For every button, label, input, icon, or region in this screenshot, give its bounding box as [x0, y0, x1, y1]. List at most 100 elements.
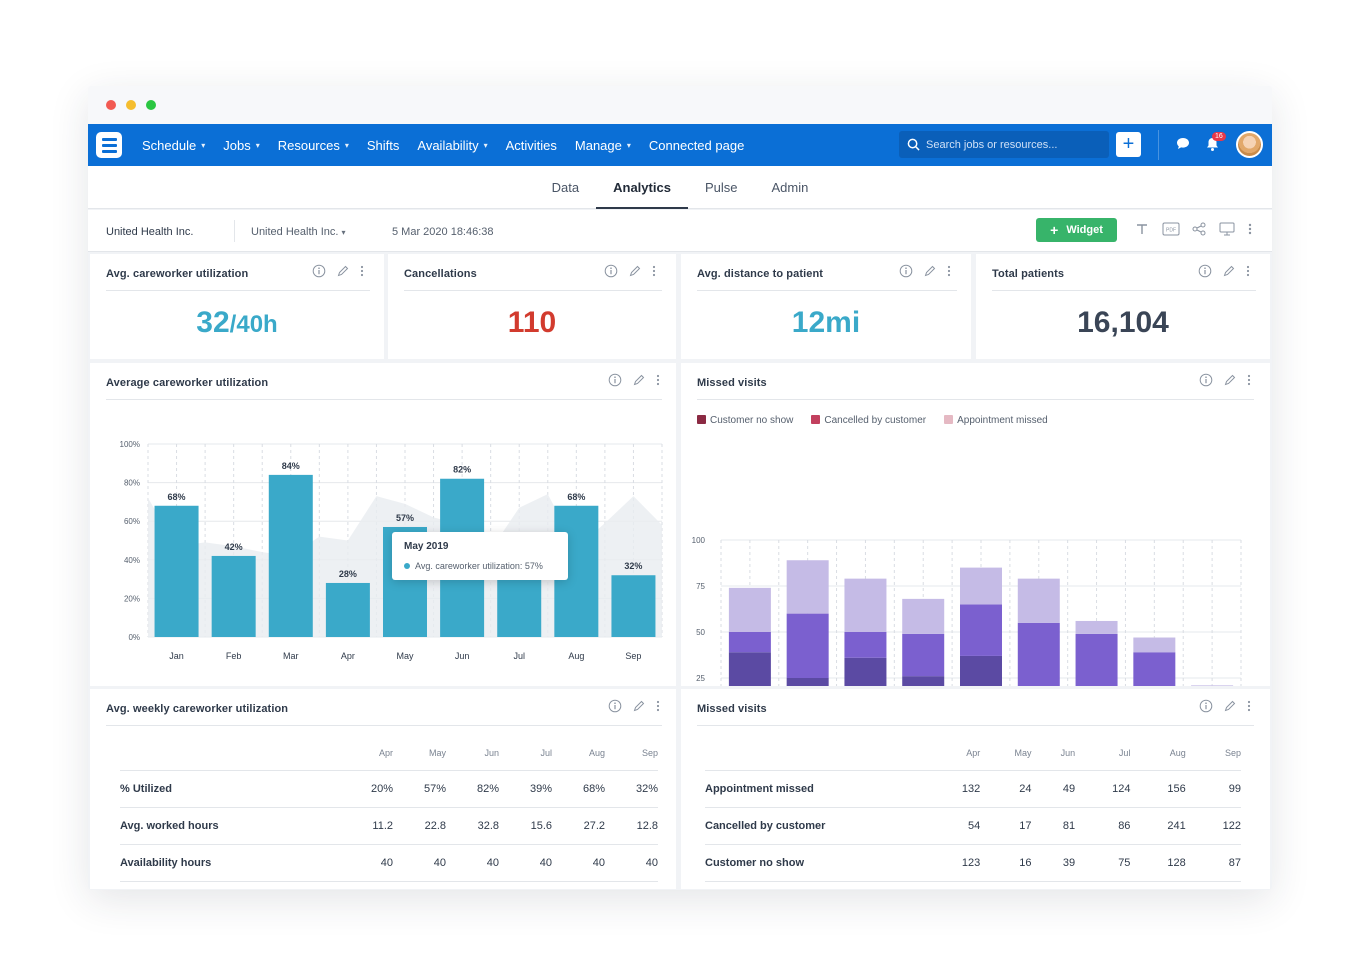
nav-item-shifts[interactable]: Shifts: [367, 138, 400, 153]
info-icon[interactable]: [1199, 373, 1213, 387]
legend-item-appointment-missed[interactable]: Appointment missed: [944, 415, 1048, 426]
nav-item-manage[interactable]: Manage ▾: [575, 138, 631, 153]
organization-select[interactable]: United Health Inc. ▾: [251, 226, 346, 238]
bar-segment-customer-no-show[interactable]: [728, 652, 771, 686]
share-icon[interactable]: [1192, 222, 1206, 236]
info-icon[interactable]: [604, 264, 618, 278]
y-tick-label: 80%: [124, 479, 140, 488]
tab-data[interactable]: Data: [551, 179, 580, 195]
table-cell: 39: [1031, 843, 1076, 882]
bar-jan[interactable]: [154, 505, 199, 637]
bar-segment-customer-no-show[interactable]: [960, 655, 1002, 686]
table-row: Availability hours 40 40 40 40 40 40: [120, 843, 658, 882]
edit-icon[interactable]: [628, 264, 642, 278]
edit-icon[interactable]: [1222, 264, 1236, 278]
chat-icon[interactable]: [1175, 136, 1191, 152]
card-divider: [697, 725, 1254, 726]
more-options-icon[interactable]: [360, 264, 364, 278]
bar-segment-customer-no-show[interactable]: [844, 657, 887, 686]
bar-feb[interactable]: [211, 555, 256, 637]
kpi-number: 32: [196, 306, 230, 339]
more-options-icon[interactable]: [947, 264, 951, 278]
info-icon[interactable]: [608, 373, 622, 387]
edit-icon[interactable]: [632, 373, 646, 387]
kpi-value: 12mi: [681, 306, 971, 340]
edit-icon[interactable]: [632, 699, 646, 713]
chart-legend: Customer no show Cancelled by customer App…: [697, 415, 1048, 426]
bar-segment-appointment-missed[interactable]: [728, 587, 771, 632]
bar-segment-cancelled-by-customer[interactable]: [1133, 652, 1176, 686]
bar-apr[interactable]: [325, 582, 370, 637]
bar-segment-cancelled-by-customer[interactable]: [786, 613, 829, 678]
tab-pulse[interactable]: Pulse: [704, 179, 738, 195]
close-window-button[interactable]: [106, 100, 116, 110]
pdf-icon[interactable]: PDF: [1162, 222, 1180, 236]
info-icon[interactable]: [608, 699, 622, 713]
nav-item-resources[interactable]: Resources ▾: [278, 138, 349, 153]
tab-analytics[interactable]: Analytics: [596, 166, 688, 209]
more-options-icon[interactable]: [652, 264, 656, 278]
edit-icon[interactable]: [923, 264, 937, 278]
text-icon[interactable]: [1135, 222, 1149, 236]
add-button[interactable]: +: [1116, 132, 1141, 157]
bar-segment-cancelled-by-customer[interactable]: [960, 604, 1002, 656]
table-cell: 11.2: [340, 806, 393, 844]
bar-segment-customer-no-show[interactable]: [786, 678, 829, 686]
bar-segment-cancelled-by-customer[interactable]: [1075, 633, 1118, 686]
info-icon[interactable]: [1198, 264, 1212, 278]
more-options-icon[interactable]: [1247, 373, 1251, 387]
more-options-icon[interactable]: [1246, 264, 1250, 278]
utilization-chart-card: Average careworker utilization 0% 20% 40% 6…: [90, 363, 676, 686]
bar-sep[interactable]: [611, 575, 656, 637]
nav-item-schedule[interactable]: Schedule ▾: [142, 138, 205, 153]
top-navbar: Schedule ▾ Jobs ▾ Resources ▾ Shifts Availabili…: [88, 124, 1272, 166]
add-widget-label: Widget: [1066, 224, 1103, 236]
monitor-icon[interactable]: [1219, 222, 1235, 236]
nav-item-activities[interactable]: Activities: [506, 138, 557, 153]
bar-mar[interactable]: [268, 474, 313, 637]
minimize-window-button[interactable]: [126, 100, 136, 110]
nav-item-availability[interactable]: Availability ▾: [417, 138, 487, 153]
bar-segment-appointment-missed[interactable]: [960, 567, 1002, 605]
bar-segment-cancelled-by-customer[interactable]: [728, 632, 771, 653]
bar-segment-appointment-missed[interactable]: [1191, 685, 1234, 686]
info-icon[interactable]: [312, 264, 326, 278]
table-cell: 122: [1185, 806, 1241, 844]
more-options-icon[interactable]: [656, 373, 660, 387]
legend-swatch: [811, 415, 821, 424]
bar-segment-appointment-missed[interactable]: [902, 598, 945, 634]
more-options-icon[interactable]: [1247, 699, 1251, 713]
edit-icon[interactable]: [336, 264, 350, 278]
edit-icon[interactable]: [1223, 373, 1237, 387]
bar-segment-cancelled-by-customer[interactable]: [902, 633, 945, 677]
tab-admin[interactable]: Admin: [771, 179, 809, 195]
card-actions: [312, 264, 364, 278]
table-row: % Utilized 20% 57% 82% 39% 68% 32%: [120, 769, 658, 807]
legend-item-customer-no-show[interactable]: Customer no show: [697, 415, 793, 426]
info-icon[interactable]: [1199, 699, 1213, 713]
nav-item-connected-page[interactable]: Connected page: [649, 138, 744, 153]
search-box[interactable]: [899, 131, 1109, 158]
bar-segment-appointment-missed[interactable]: [786, 560, 829, 614]
table-cell: 99: [1185, 769, 1241, 807]
info-icon[interactable]: [899, 264, 913, 278]
more-options-icon[interactable]: [1248, 222, 1252, 236]
user-avatar[interactable]: [1236, 131, 1263, 158]
search-icon: [907, 138, 920, 151]
bar-segment-appointment-missed[interactable]: [1133, 637, 1176, 653]
table-row: Cancelled by customer 54 17 81 86 241 122: [705, 806, 1241, 844]
app-logo-icon[interactable]: [96, 132, 122, 158]
legend-item-cancelled-by-customer[interactable]: Cancelled by customer: [811, 415, 926, 426]
bar-segment-cancelled-by-customer[interactable]: [844, 632, 887, 658]
more-options-icon[interactable]: [656, 699, 660, 713]
bar-segment-customer-no-show[interactable]: [902, 676, 945, 686]
bar-segment-appointment-missed[interactable]: [844, 578, 887, 632]
bar-segment-appointment-missed[interactable]: [1075, 620, 1118, 634]
bar-segment-appointment-missed[interactable]: [1017, 578, 1060, 623]
add-widget-button[interactable]: + Widget: [1036, 218, 1117, 242]
edit-icon[interactable]: [1223, 699, 1237, 713]
nav-item-jobs[interactable]: Jobs ▾: [223, 138, 259, 153]
search-input[interactable]: [926, 138, 1096, 151]
bar-segment-cancelled-by-customer[interactable]: [1017, 622, 1060, 686]
maximize-window-button[interactable]: [146, 100, 156, 110]
